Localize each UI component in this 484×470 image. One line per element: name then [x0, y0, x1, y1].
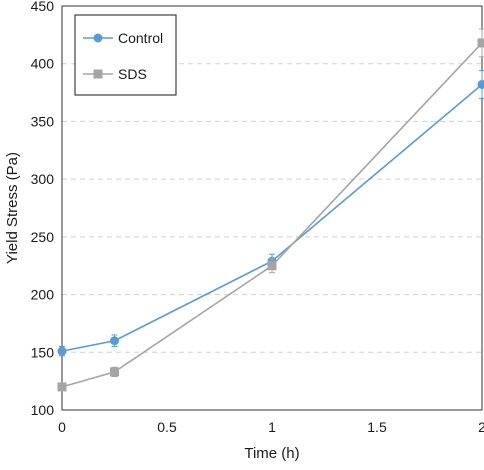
x-axis-label: Time (h) [244, 445, 299, 462]
y-tick-label: 200 [31, 287, 55, 303]
y-tick-label: 300 [31, 171, 55, 187]
data-point [268, 261, 277, 270]
legend-marker-control [94, 34, 103, 43]
data-point [110, 336, 119, 345]
x-tick-label: 1.5 [367, 419, 387, 435]
y-tick-label: 100 [31, 402, 55, 418]
y-axis-label: Yield Stress (Pa) [4, 152, 21, 264]
data-point [58, 347, 67, 356]
legend-label-control: Control [118, 30, 163, 46]
legend-label-sds: SDS [118, 66, 147, 82]
series-line-control [62, 84, 482, 351]
x-tick-label: 0.5 [157, 419, 177, 435]
y-tick-label: 450 [31, 0, 55, 14]
x-tick-label: 0 [58, 419, 66, 435]
data-point [110, 367, 119, 376]
legend-box [75, 15, 176, 95]
y-tick-label: 250 [31, 229, 55, 245]
y-tick-label: 350 [31, 113, 55, 129]
x-tick-label: 1 [268, 419, 276, 435]
x-tick-label: 2 [478, 419, 484, 435]
y-tick-label: 150 [31, 344, 55, 360]
legend-marker-sds [94, 70, 103, 79]
data-point [58, 382, 67, 391]
y-tick-label: 400 [31, 56, 55, 72]
data-point [478, 38, 484, 47]
